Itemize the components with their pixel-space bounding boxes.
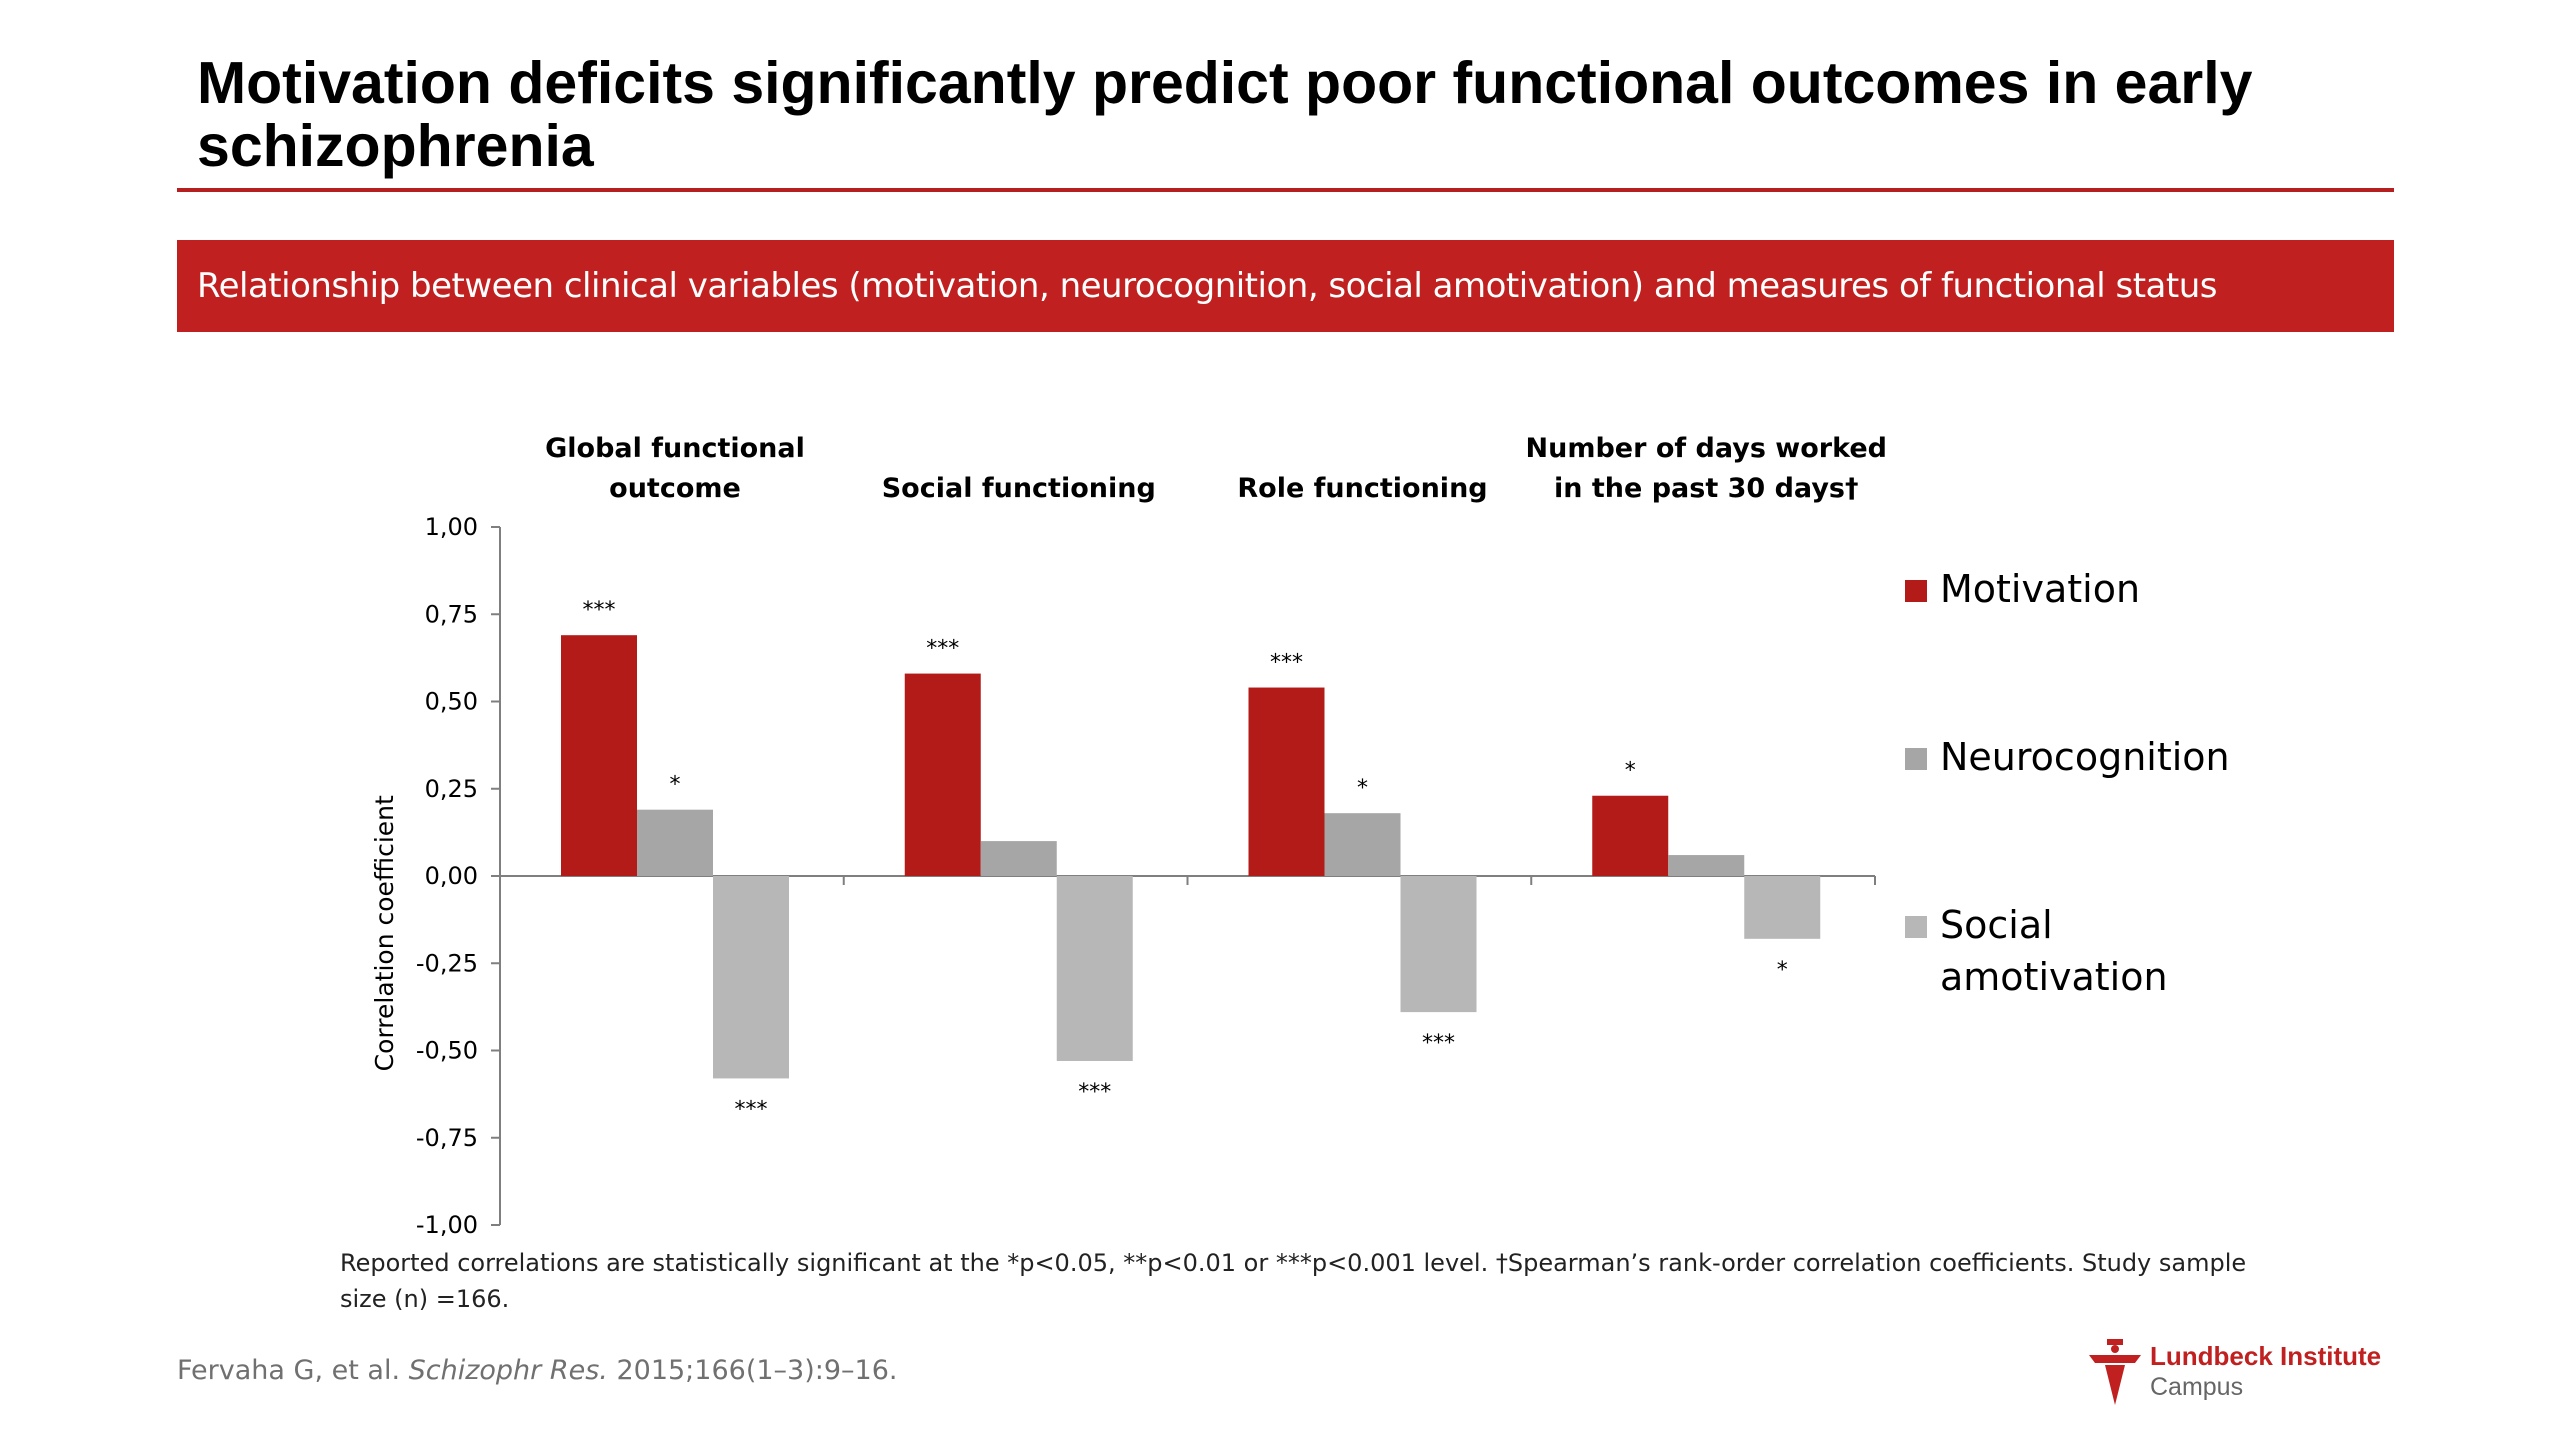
bar-neurocognition: [637, 809, 713, 876]
bar-social-amotivation: [1744, 876, 1821, 939]
y-tick-label: 1,00: [425, 513, 478, 541]
chart-footnote: Reported correlations are statistically …: [340, 1249, 2247, 1313]
y-tick-label: 0,00: [425, 862, 478, 890]
significance-mark: *: [1625, 759, 1636, 784]
category-label: outcome: [609, 473, 741, 504]
legend-label: Motivation: [1940, 567, 2140, 611]
legend-label: Social: [1940, 903, 2053, 947]
bar-motivation: [1248, 687, 1325, 876]
category-label: Social functioning: [882, 473, 1156, 504]
bar-social-amotivation: [1056, 876, 1133, 1061]
significance-mark: *: [1777, 958, 1788, 983]
y-tick-label: -1,00: [416, 1211, 478, 1239]
bar-social-amotivation: [1400, 876, 1477, 1013]
significance-mark: *: [670, 773, 681, 798]
y-tick-label: -0,50: [416, 1037, 478, 1065]
legend-label: amotivation: [1940, 955, 2168, 999]
logo-sub: Campus: [2150, 1373, 2244, 1401]
significance-mark: ***: [583, 598, 616, 623]
bar-motivation: [904, 673, 981, 876]
category-label: Role functioning: [1237, 473, 1487, 504]
y-axis-title: Correlation coefficient: [370, 795, 399, 1071]
y-tick-label: 0,75: [425, 600, 478, 628]
legend-swatch: [1905, 748, 1927, 770]
significance-mark: ***: [735, 1097, 768, 1122]
significance-mark: ***: [1422, 1031, 1455, 1056]
y-tick-label: 0,25: [425, 775, 478, 803]
y-tick-label: 0,50: [425, 688, 478, 716]
bar-motivation: [1592, 795, 1669, 876]
banner-text: Relationship between clinical variables …: [197, 266, 2217, 306]
bar-neurocognition: [1324, 813, 1401, 876]
bar-neurocognition: [980, 841, 1057, 876]
legend-swatch: [1905, 580, 1927, 602]
citation-journal: Schizophr Res.: [408, 1355, 608, 1386]
title-divider: [177, 188, 2394, 192]
logo-mark-icon: [2089, 1339, 2141, 1405]
citation-details: 2015;166(1–3):9–16.: [616, 1355, 898, 1386]
logo-name: Lundbeck Institute: [2150, 1341, 2382, 1371]
bar-motivation: [561, 635, 637, 876]
subtitle-banner: Relationship between clinical variables …: [177, 240, 2394, 332]
slide-title: Motivation deficits significantly predic…: [197, 50, 2253, 179]
category-label: Global functional: [545, 433, 805, 464]
correlation-bar-chart: 1,00 0,75 0,50 0,25 0,00 -0,25 -0,50 -0,75 -1,00…: [370, 433, 2230, 1239]
y-tick-label: -0,75: [416, 1124, 478, 1152]
bar-social-amotivation: [713, 876, 789, 1079]
significance-mark: ***: [1270, 651, 1303, 676]
lundbeck-logo: Lundbeck Institute Campus: [2085, 1337, 2405, 1409]
category-label: Number of days worked: [1526, 433, 1887, 464]
significance-mark: ***: [926, 637, 959, 662]
category-label: in the past 30 days†: [1554, 473, 1859, 504]
bar-neurocognition: [1668, 855, 1745, 876]
citation-authors: Fervaha G, et al.: [177, 1355, 401, 1386]
y-tick-label: -0,25: [416, 949, 478, 977]
legend-swatch: [1905, 916, 1927, 938]
significance-mark: ***: [1078, 1080, 1111, 1105]
legend-label: Neurocognition: [1940, 735, 2230, 779]
significance-mark: *: [1357, 776, 1368, 801]
citation: Fervaha G, et al. Schizophr Res. 2015;16…: [177, 1355, 897, 1386]
